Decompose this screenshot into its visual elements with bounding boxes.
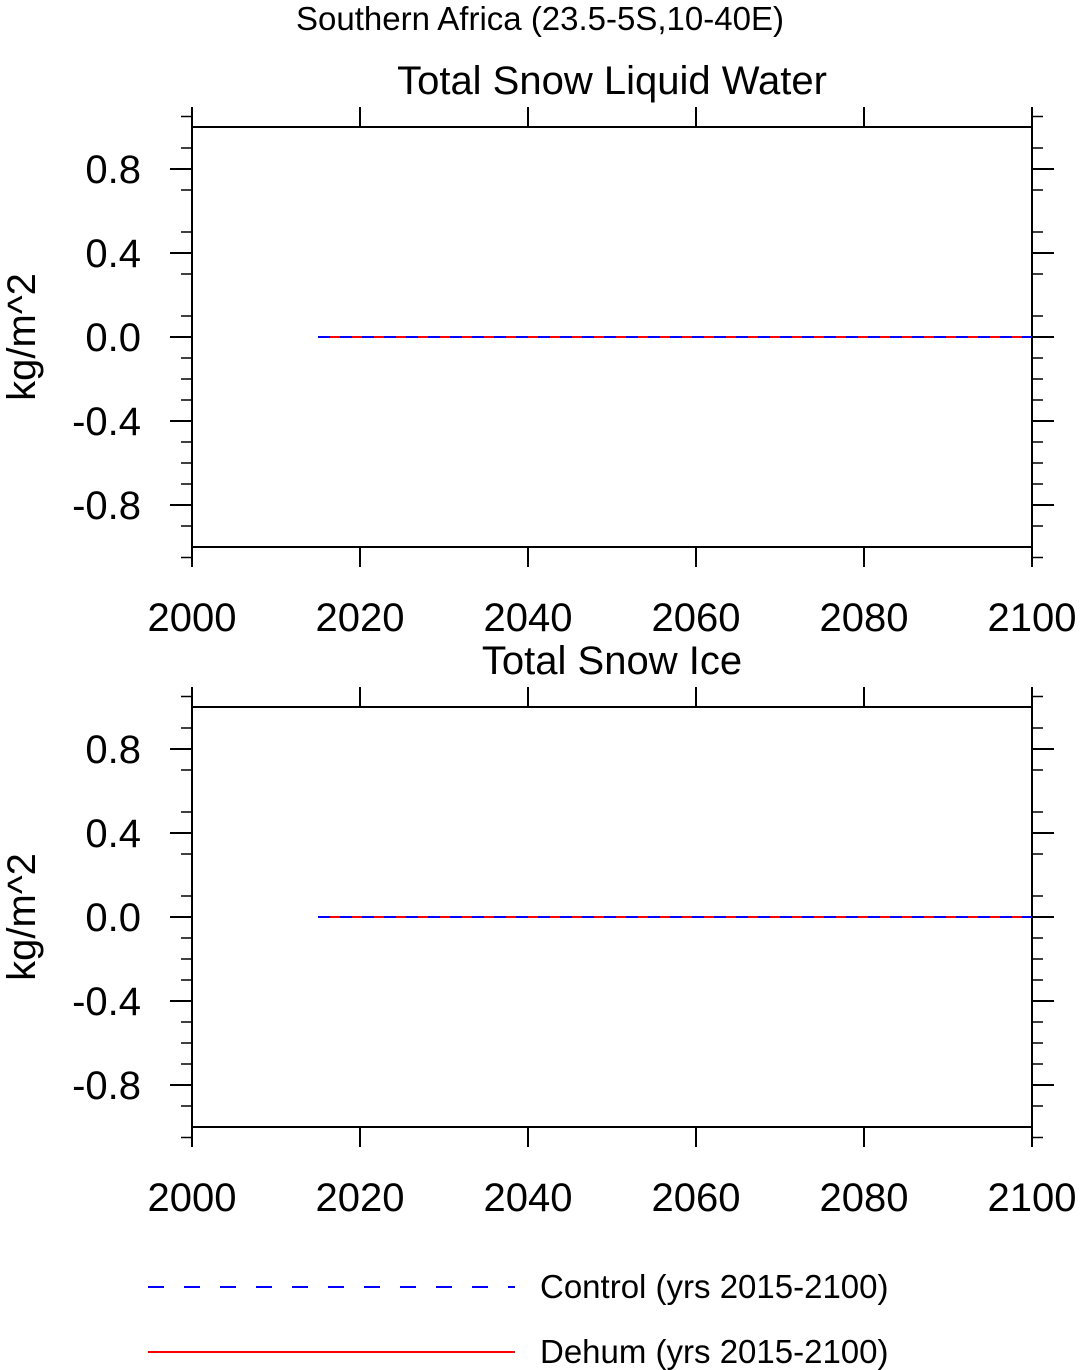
chart-legend: Control (yrs 2015-2100) Dehum (yrs 2015-2… [148, 1268, 889, 1370]
x-tick-label: 2040 [484, 596, 573, 640]
chart-panels: Total Snow Liquid Water 2000 2020 2040 2060 2… [0, 59, 1076, 1220]
y-tick-label: 0.4 [85, 812, 141, 856]
chart-title: Total Snow Liquid Water [397, 59, 827, 103]
y-axis-label: kg/m^2 [0, 853, 44, 981]
y-tick-label: 0.4 [85, 232, 141, 276]
y-tick-label: 0.0 [85, 896, 141, 940]
y-tick-label: 0.0 [85, 316, 141, 360]
chart-panel-1: Total Snow Liquid Water 2000 2020 2040 2060 2… [0, 59, 1076, 640]
x-tick-label: 2100 [988, 596, 1077, 640]
x-tick-label: 2040 [484, 1176, 573, 1220]
y-tick-label: 0.8 [85, 728, 141, 772]
y-tick-label: 0.8 [85, 148, 141, 192]
legend-label: Dehum (yrs 2015-2100) [540, 1333, 889, 1370]
x-tick-label: 2020 [316, 1176, 405, 1220]
x-tick-label: 2060 [652, 596, 741, 640]
x-tick-label: 2080 [820, 1176, 909, 1220]
chart-title: Total Snow Ice [482, 639, 742, 683]
legend-label: Control (yrs 2015-2100) [540, 1268, 889, 1305]
x-tick-label: 2000 [148, 1176, 237, 1220]
y-tick-label: -0.8 [72, 1064, 141, 1108]
x-tick-label: 2000 [148, 596, 237, 640]
y-tick-label: -0.4 [72, 980, 141, 1024]
x-tick-label: 2100 [988, 1176, 1077, 1220]
x-tick-label: 2020 [316, 596, 405, 640]
y-tick-label: -0.4 [72, 400, 141, 444]
figure-suptitle: Southern Africa (23.5-5S,10-40E) [296, 0, 784, 37]
chart-panel-2: Total Snow Ice 2000 2020 2040 2060 2080 2100 0.… [0, 639, 1076, 1220]
x-tick-label: 2060 [652, 1176, 741, 1220]
x-tick-label: 2080 [820, 596, 909, 640]
y-tick-label: -0.8 [72, 484, 141, 528]
y-axis-label: kg/m^2 [0, 273, 44, 401]
